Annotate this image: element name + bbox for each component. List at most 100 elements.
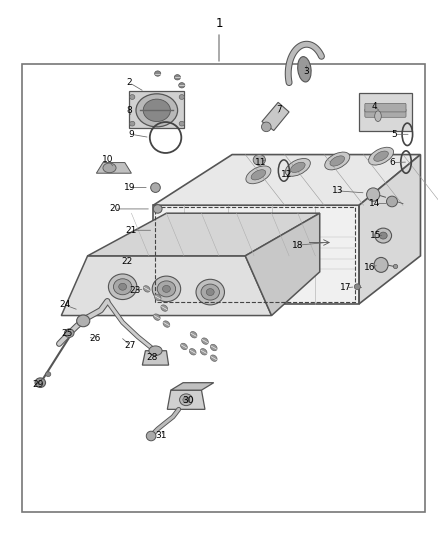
Text: 15: 15 (370, 231, 381, 240)
Ellipse shape (180, 394, 193, 406)
Ellipse shape (153, 314, 160, 320)
Polygon shape (359, 155, 420, 304)
Ellipse shape (174, 75, 180, 80)
Ellipse shape (130, 95, 135, 100)
Ellipse shape (285, 158, 311, 176)
Ellipse shape (143, 99, 170, 122)
Ellipse shape (113, 279, 132, 295)
Polygon shape (153, 155, 420, 205)
Ellipse shape (374, 151, 389, 161)
Text: 14: 14 (369, 199, 380, 208)
Ellipse shape (253, 155, 265, 165)
Ellipse shape (163, 321, 170, 327)
Ellipse shape (143, 286, 150, 292)
Text: 4: 4 (372, 102, 377, 111)
Ellipse shape (354, 284, 360, 290)
Ellipse shape (136, 94, 178, 127)
Text: 23: 23 (129, 286, 141, 295)
Ellipse shape (200, 349, 207, 355)
Polygon shape (262, 102, 289, 131)
Ellipse shape (154, 294, 161, 301)
Ellipse shape (189, 349, 196, 355)
Text: 5: 5 (391, 130, 397, 139)
Ellipse shape (196, 279, 225, 305)
Polygon shape (142, 351, 169, 365)
Text: 9: 9 (128, 130, 134, 139)
Ellipse shape (330, 156, 345, 166)
Text: 25: 25 (61, 329, 72, 338)
Ellipse shape (130, 122, 135, 126)
Ellipse shape (201, 338, 208, 344)
Ellipse shape (179, 95, 184, 100)
Polygon shape (96, 163, 131, 173)
Text: 11: 11 (255, 158, 266, 167)
Ellipse shape (46, 372, 51, 376)
Text: 7: 7 (276, 105, 283, 114)
Ellipse shape (375, 228, 392, 243)
Ellipse shape (157, 281, 176, 297)
Text: 10: 10 (102, 156, 113, 164)
Ellipse shape (386, 196, 398, 207)
Ellipse shape (201, 284, 219, 300)
Polygon shape (167, 390, 205, 409)
Text: 29: 29 (33, 381, 44, 389)
Ellipse shape (368, 147, 394, 165)
Ellipse shape (261, 122, 271, 132)
Text: 28: 28 (147, 353, 158, 361)
Ellipse shape (146, 431, 156, 441)
Text: 8: 8 (126, 106, 132, 115)
Polygon shape (359, 93, 412, 131)
Text: 19: 19 (124, 183, 135, 192)
Text: 31: 31 (155, 432, 167, 440)
Ellipse shape (190, 332, 197, 338)
Ellipse shape (149, 346, 162, 356)
Ellipse shape (103, 163, 116, 173)
Text: 21: 21 (126, 226, 137, 235)
Ellipse shape (109, 274, 137, 300)
Text: 24: 24 (59, 301, 71, 309)
Polygon shape (88, 213, 320, 256)
Ellipse shape (210, 344, 217, 351)
Ellipse shape (374, 111, 381, 122)
Ellipse shape (119, 284, 127, 290)
Text: 20: 20 (109, 205, 120, 213)
Text: 17: 17 (340, 284, 352, 292)
Ellipse shape (77, 315, 90, 327)
Ellipse shape (367, 188, 380, 201)
Polygon shape (245, 213, 320, 316)
Polygon shape (171, 383, 214, 390)
Ellipse shape (290, 162, 305, 173)
FancyBboxPatch shape (365, 109, 406, 117)
Ellipse shape (35, 378, 46, 387)
Text: 22: 22 (121, 257, 133, 265)
Text: 6: 6 (389, 158, 395, 167)
Text: 18: 18 (292, 241, 304, 249)
Ellipse shape (153, 205, 162, 213)
Text: 3: 3 (304, 68, 310, 76)
Ellipse shape (374, 257, 388, 272)
Ellipse shape (393, 264, 398, 269)
FancyBboxPatch shape (22, 64, 425, 512)
Ellipse shape (206, 289, 214, 295)
Ellipse shape (64, 329, 74, 337)
Ellipse shape (325, 152, 350, 170)
Ellipse shape (180, 343, 187, 350)
Text: 27: 27 (125, 341, 136, 350)
Ellipse shape (179, 122, 184, 126)
Ellipse shape (162, 286, 170, 292)
Text: 26: 26 (90, 335, 101, 343)
Ellipse shape (210, 355, 217, 361)
Ellipse shape (379, 232, 387, 239)
Ellipse shape (151, 183, 160, 192)
Ellipse shape (251, 169, 266, 180)
Ellipse shape (155, 71, 161, 76)
Text: 13: 13 (332, 187, 343, 195)
Text: 1: 1 (215, 18, 223, 30)
Text: 2: 2 (127, 78, 132, 87)
Ellipse shape (298, 56, 311, 82)
Ellipse shape (179, 83, 185, 88)
Polygon shape (61, 256, 272, 316)
Ellipse shape (246, 166, 271, 184)
Polygon shape (129, 91, 184, 128)
Text: 16: 16 (364, 263, 376, 272)
